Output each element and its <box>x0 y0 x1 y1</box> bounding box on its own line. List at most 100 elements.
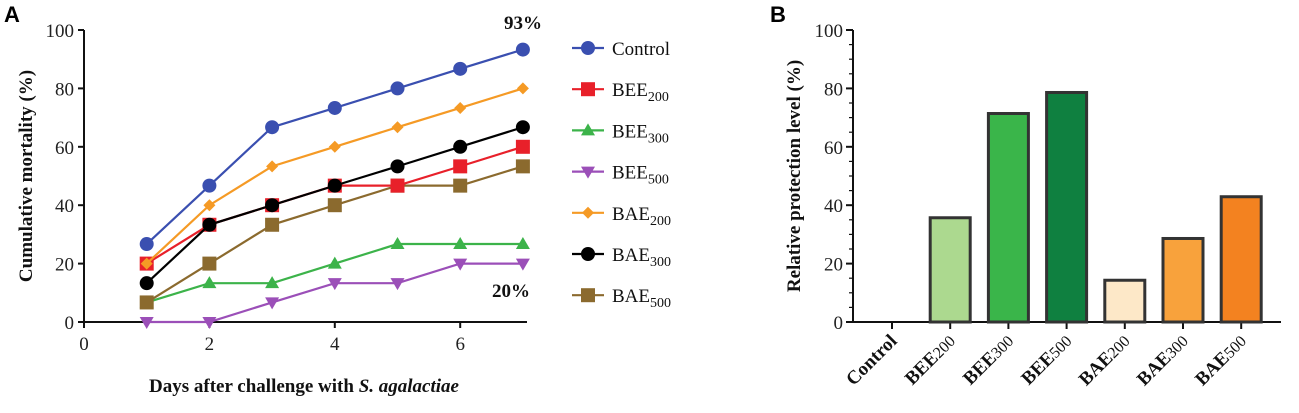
x-tick-label: BAE500 <box>1191 331 1250 390</box>
y-axis-label-a: Cumulative mortality (%) <box>16 70 37 282</box>
series-bee300 <box>139 237 530 308</box>
series-control <box>139 42 530 252</box>
legend-item: BAE500 <box>572 286 671 311</box>
data-point <box>139 317 154 329</box>
data-point <box>515 42 530 57</box>
data-point <box>515 139 530 154</box>
x-tick-label: BEE500 <box>1017 331 1076 390</box>
data-point <box>327 178 342 193</box>
data-point <box>265 276 280 289</box>
legend-label: BAE300 <box>612 245 671 270</box>
bar-bee200 <box>928 216 972 324</box>
data-point <box>453 159 468 174</box>
legend-item: BEE200 <box>572 80 669 105</box>
data-point <box>328 140 341 153</box>
y-tick-label: 20 <box>55 255 74 276</box>
legend-label: BEE300 <box>612 121 669 146</box>
legend-marker <box>581 41 595 55</box>
data-point <box>390 159 405 174</box>
data-point <box>515 159 530 174</box>
data-point <box>516 82 529 95</box>
legend-label: BAE500 <box>612 286 671 311</box>
legend-item: BEE500 <box>572 163 669 188</box>
panel-label-b: B <box>770 2 786 27</box>
legend-item: BEE300 <box>572 121 669 146</box>
x-tick-label: BAE300 <box>1133 331 1192 390</box>
x-tick-label: 2 <box>205 334 215 355</box>
y-tick-label: 40 <box>55 196 74 217</box>
y-tick-label: 20 <box>824 255 843 276</box>
data-point <box>202 217 217 232</box>
series-line <box>146 242 523 304</box>
data-point <box>453 258 468 271</box>
data-point <box>266 160 279 173</box>
legend-item: Control <box>572 39 670 60</box>
legend-marker <box>581 166 595 179</box>
data-point <box>139 237 154 252</box>
annotation-93: 93% <box>504 13 542 34</box>
y-tick-label: 100 <box>46 21 75 42</box>
legend-item: BAE300 <box>572 245 671 270</box>
bar-bae500 <box>1219 195 1263 324</box>
data-point <box>390 81 405 96</box>
bar-bae300 <box>1161 236 1205 324</box>
legend-marker <box>581 82 595 97</box>
data-point <box>203 199 216 212</box>
y-tick-label: 100 <box>815 21 844 42</box>
line-chart-a: 0 20 40 60 80 100 0 2 4 6 93% 20% Control BEE200 BEE30… <box>46 13 672 355</box>
y-tick-label: 80 <box>55 79 74 100</box>
data-point <box>140 257 153 270</box>
bar-bee300 <box>986 112 1030 324</box>
data-point <box>515 120 530 135</box>
bar-bee500 <box>1045 90 1089 324</box>
series-bae500 <box>139 159 530 310</box>
data-point <box>453 237 468 250</box>
y-tick-label: 0 <box>834 313 844 334</box>
series-bae200 <box>140 82 529 270</box>
data-point <box>265 297 280 310</box>
y-tick-label: 0 <box>65 313 75 334</box>
x-axis-label-a: Days after challenge with S. agalactiae <box>149 376 460 397</box>
data-point <box>202 276 217 289</box>
x-tick-label: BEE200 <box>901 331 960 390</box>
data-point <box>453 61 468 76</box>
data-point <box>327 278 342 291</box>
x-tick-label: 0 <box>79 334 89 355</box>
data-point <box>265 217 280 232</box>
series-line <box>146 262 523 324</box>
legend-item: BAE200 <box>572 204 671 229</box>
data-point <box>202 256 217 271</box>
data-point <box>515 258 530 271</box>
data-point <box>390 278 405 291</box>
legend-marker <box>582 206 594 219</box>
data-point <box>139 295 154 310</box>
data-point <box>327 100 342 115</box>
legend-marker <box>581 123 595 136</box>
data-point <box>453 139 468 154</box>
data-point <box>265 198 280 213</box>
data-point <box>391 121 404 134</box>
data-point <box>202 317 217 329</box>
legend-label: Control <box>612 39 670 60</box>
y-tick-label: 40 <box>824 196 843 217</box>
x-tick-label: BEE300 <box>959 331 1018 390</box>
panel-label-a: A <box>4 2 20 27</box>
data-point <box>265 120 280 135</box>
y-tick-label: 60 <box>824 138 843 159</box>
legend-marker <box>581 247 595 261</box>
data-point <box>202 178 217 193</box>
bar-bae200 <box>1103 278 1147 324</box>
data-point <box>390 237 405 250</box>
annotation-20: 20% <box>492 281 530 302</box>
legend-label: BEE500 <box>612 163 669 188</box>
y-axis-label-b: Relative protection level (%) <box>784 60 805 292</box>
data-point <box>515 237 530 250</box>
series-bae300 <box>139 120 530 291</box>
legend-label: BAE200 <box>612 204 671 229</box>
x-tick-label: 6 <box>455 334 465 355</box>
data-point <box>327 198 342 213</box>
y-tick-label: 60 <box>55 138 74 159</box>
data-point <box>454 101 467 114</box>
